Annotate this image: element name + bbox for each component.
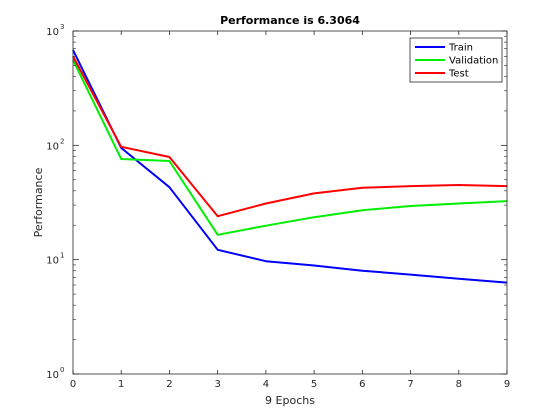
x-tick-label: 3: [214, 379, 220, 390]
y-tick-exponent: 0: [60, 366, 64, 374]
y-tick-label: 10: [46, 27, 59, 38]
legend-label-validation: Validation: [449, 56, 498, 67]
x-tick-label: 7: [407, 379, 413, 390]
legend: Train Validation Test: [409, 37, 503, 83]
x-tick-label: 1: [118, 379, 124, 390]
y-tick-exponent: 1: [60, 252, 64, 260]
x-axis-label: 9 Epochs: [265, 394, 315, 407]
x-tick-label: 6: [359, 379, 365, 390]
y-tick-label: 10: [46, 141, 59, 152]
series-line-validation: [72, 59, 508, 236]
x-tick-label: 0: [70, 379, 76, 390]
legend-label-test: Test: [448, 69, 469, 80]
y-tick-label: 10: [46, 370, 59, 381]
x-tick-label: 5: [311, 379, 317, 390]
y-axis-label: Performance: [32, 167, 45, 237]
series-line-train: [72, 49, 508, 284]
chart-title: Performance is 6.3064: [220, 14, 360, 27]
y-tick-exponent: 2: [60, 137, 64, 145]
y-tick-label: 10: [46, 256, 59, 267]
axes-frame: [72, 30, 508, 375]
x-tick-label: 9: [504, 379, 510, 390]
x-tick-label: 2: [166, 379, 172, 390]
y-tick-exponent: 3: [60, 23, 64, 31]
x-tick-label: 8: [456, 379, 462, 390]
series-line-test: [72, 55, 508, 218]
legend-label-train: Train: [448, 43, 473, 54]
series-layer: [72, 49, 508, 284]
axes-box: [72, 30, 508, 375]
x-tick-label: 4: [263, 379, 269, 390]
plot-area: [73, 31, 507, 374]
